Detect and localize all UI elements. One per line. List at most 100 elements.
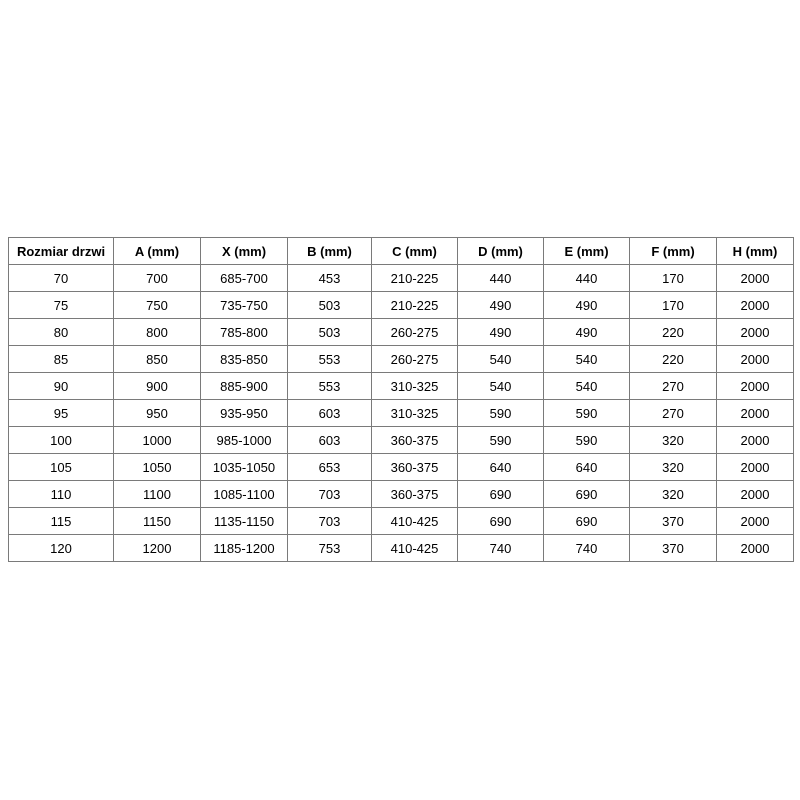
table-cell: 1085-1100 — [200, 480, 288, 508]
table-cell: 800 — [113, 318, 201, 346]
column-header: X (mm) — [200, 237, 288, 265]
table-cell: 100 — [8, 426, 114, 454]
table-cell: 2000 — [716, 426, 794, 454]
table-cell: 1185-1200 — [200, 534, 288, 562]
table-cell: 95 — [8, 399, 114, 427]
table-cell: 2000 — [716, 264, 794, 292]
table-cell: 2000 — [716, 399, 794, 427]
table-cell: 835-850 — [200, 345, 288, 373]
table-cell: 320 — [629, 453, 717, 481]
table-cell: 690 — [543, 480, 630, 508]
table-cell: 220 — [629, 345, 717, 373]
column-header: F (mm) — [629, 237, 717, 265]
table-cell: 540 — [457, 345, 544, 373]
table-cell: 90 — [8, 372, 114, 400]
table-row: 120 1200 1185-1200 753 410-425 740 740 370 2000 — [8, 534, 794, 562]
column-header: D (mm) — [457, 237, 544, 265]
table-cell: 2000 — [716, 507, 794, 535]
table-cell: 503 — [287, 291, 372, 319]
table-cell: 440 — [457, 264, 544, 292]
table-cell: 270 — [629, 399, 717, 427]
table-cell: 70 — [8, 264, 114, 292]
table-cell: 2000 — [716, 372, 794, 400]
table-row: 115 1150 1135-1150 703 410-425 690 690 370 2000 — [8, 507, 794, 535]
table-cell: 885-900 — [200, 372, 288, 400]
table-cell: 1100 — [113, 480, 201, 508]
table-cell: 260-275 — [371, 318, 458, 346]
table-cell: 590 — [457, 399, 544, 427]
table-cell: 603 — [287, 399, 372, 427]
table-row: 110 1100 1085-1100 703 360-375 690 690 320 2000 — [8, 480, 794, 508]
table-cell: 360-375 — [371, 426, 458, 454]
table-cell: 370 — [629, 507, 717, 535]
table-cell: 503 — [287, 318, 372, 346]
table-cell: 310-325 — [371, 399, 458, 427]
table-cell: 1135-1150 — [200, 507, 288, 535]
table-cell: 115 — [8, 507, 114, 535]
table-cell: 590 — [543, 426, 630, 454]
table-cell: 640 — [543, 453, 630, 481]
table-row: 90 900 885-900 553 310-325 540 540 270 2000 — [8, 372, 794, 400]
table-cell: 685-700 — [200, 264, 288, 292]
table-cell: 453 — [287, 264, 372, 292]
table-body: 70 700 685-700 453 210-225 440 440 170 2000 75 750… — [8, 264, 794, 562]
table-cell: 2000 — [716, 480, 794, 508]
table-cell: 703 — [287, 480, 372, 508]
table-cell: 110 — [8, 480, 114, 508]
table-cell: 690 — [457, 507, 544, 535]
table-cell: 985-1000 — [200, 426, 288, 454]
table-row: 100 1000 985-1000 603 360-375 590 590 320 2000 — [8, 426, 794, 454]
table-cell: 120 — [8, 534, 114, 562]
table-cell: 690 — [457, 480, 544, 508]
table-row: 75 750 735-750 503 210-225 490 490 170 2000 — [8, 291, 794, 319]
table-row: 95 950 935-950 603 310-325 590 590 270 2000 — [8, 399, 794, 427]
table-cell: 703 — [287, 507, 372, 535]
table-cell: 410-425 — [371, 534, 458, 562]
table-cell: 785-800 — [200, 318, 288, 346]
table-cell: 735-750 — [200, 291, 288, 319]
table-cell: 320 — [629, 480, 717, 508]
column-header: H (mm) — [716, 237, 794, 265]
table-cell: 553 — [287, 345, 372, 373]
table-cell: 2000 — [716, 291, 794, 319]
table-cell: 2000 — [716, 318, 794, 346]
door-size-table: Rozmiar drzwi A (mm) X (mm) B (mm) C (mm) D (… — [8, 237, 794, 562]
table-cell: 2000 — [716, 534, 794, 562]
table-cell: 105 — [8, 453, 114, 481]
column-header: C (mm) — [371, 237, 458, 265]
table-cell: 80 — [8, 318, 114, 346]
table-cell: 603 — [287, 426, 372, 454]
table-cell: 260-275 — [371, 345, 458, 373]
table-cell: 553 — [287, 372, 372, 400]
table-cell: 540 — [543, 372, 630, 400]
table-cell: 410-425 — [371, 507, 458, 535]
table-cell: 170 — [629, 264, 717, 292]
table-header-row: Rozmiar drzwi A (mm) X (mm) B (mm) C (mm) D (… — [8, 237, 794, 265]
table-cell: 310-325 — [371, 372, 458, 400]
table-cell: 590 — [457, 426, 544, 454]
table-cell: 540 — [543, 345, 630, 373]
table-cell: 1050 — [113, 453, 201, 481]
column-header: A (mm) — [113, 237, 201, 265]
table-cell: 850 — [113, 345, 201, 373]
table-cell: 440 — [543, 264, 630, 292]
table-cell: 320 — [629, 426, 717, 454]
table-cell: 740 — [543, 534, 630, 562]
table-row: 70 700 685-700 453 210-225 440 440 170 2000 — [8, 264, 794, 292]
table-cell: 360-375 — [371, 480, 458, 508]
table-cell: 653 — [287, 453, 372, 481]
column-header: B (mm) — [287, 237, 372, 265]
table-cell: 490 — [457, 291, 544, 319]
column-header: E (mm) — [543, 237, 630, 265]
table-cell: 1150 — [113, 507, 201, 535]
table-cell: 1200 — [113, 534, 201, 562]
table-cell: 2000 — [716, 345, 794, 373]
table-cell: 640 — [457, 453, 544, 481]
table-row: 105 1050 1035-1050 653 360-375 640 640 320 2000 — [8, 453, 794, 481]
table-cell: 2000 — [716, 453, 794, 481]
table-cell: 700 — [113, 264, 201, 292]
table-cell: 170 — [629, 291, 717, 319]
table-row: 85 850 835-850 553 260-275 540 540 220 2000 — [8, 345, 794, 373]
table-cell: 210-225 — [371, 291, 458, 319]
